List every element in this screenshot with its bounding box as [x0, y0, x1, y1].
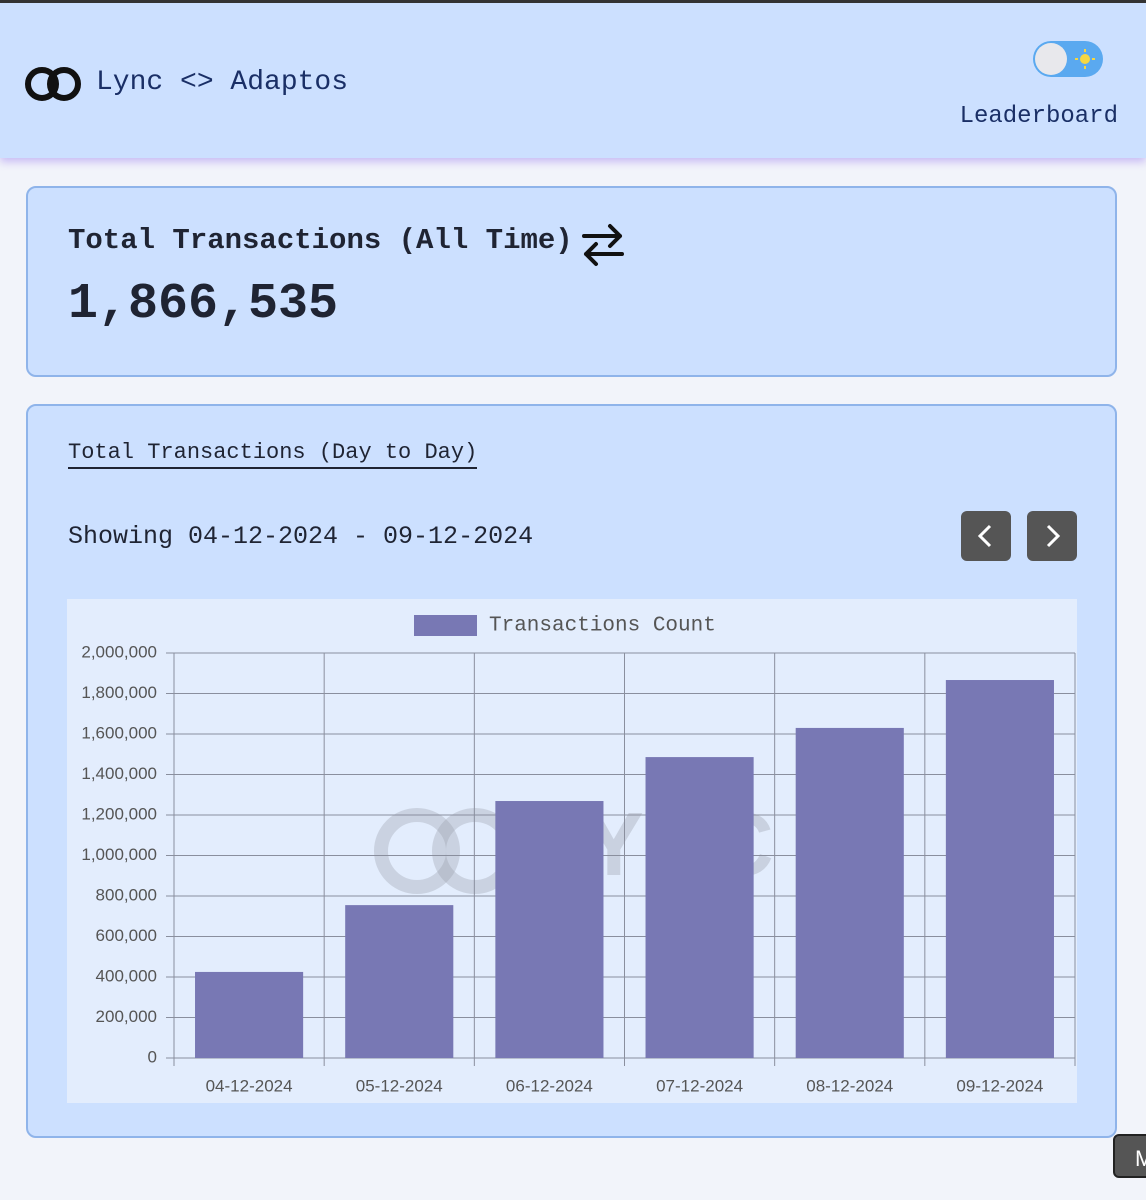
y-tick-label: 0	[148, 1047, 157, 1066]
x-tick-label: 09-12-2024	[956, 1076, 1043, 1095]
logo	[25, 67, 81, 101]
header: Lync <> Adaptos Leaderboard	[0, 0, 1146, 158]
corner-button[interactable]: M	[1113, 1134, 1146, 1178]
y-tick-label: 400,000	[96, 966, 157, 985]
sun-icon	[1075, 49, 1095, 69]
bar	[345, 905, 454, 1058]
bar	[795, 727, 904, 1058]
leaderboard-link[interactable]: Leaderboard	[959, 103, 1118, 130]
y-tick-label: 1,000,000	[81, 845, 157, 864]
y-tick-label: 1,400,000	[81, 764, 157, 783]
toggle-knob	[1035, 43, 1067, 75]
x-tick-label: 05-12-2024	[356, 1076, 443, 1095]
y-tick-label: 1,800,000	[81, 683, 157, 702]
bar	[195, 971, 304, 1058]
swap-icon	[582, 224, 624, 266]
y-tick-label: 200,000	[96, 1007, 157, 1026]
x-tick-label: 07-12-2024	[656, 1076, 743, 1095]
date-range: Showing 04-12-2024 - 09-12-2024	[68, 522, 534, 551]
y-tick-label: 2,000,000	[81, 642, 157, 661]
bar	[645, 757, 754, 1058]
y-tick-label: 800,000	[96, 885, 157, 904]
theme-toggle[interactable]	[1033, 41, 1103, 77]
summary-card: Total Transactions (All Time) 1,866,535	[26, 186, 1117, 377]
section-title: Total Transactions (Day to Day)	[68, 440, 478, 469]
x-tick-label: 04-12-2024	[206, 1076, 293, 1095]
chart-card: Total Transactions (Day to Day) Showing …	[26, 404, 1117, 1138]
y-tick-label: 1,200,000	[81, 804, 157, 823]
summary-title: Total Transactions (All Time)	[68, 224, 573, 257]
legend-swatch	[414, 615, 477, 636]
bar	[495, 801, 604, 1058]
next-button[interactable]	[1027, 511, 1077, 561]
legend-label: Transactions Count	[489, 615, 716, 638]
chart: LYNC0200,000400,000600,000800,0001,000,0…	[67, 599, 1077, 1103]
bar	[945, 680, 1054, 1058]
y-tick-label: 600,000	[96, 926, 157, 945]
brand: Lync <> Adaptos	[96, 67, 349, 98]
x-tick-label: 06-12-2024	[506, 1076, 593, 1095]
y-tick-label: 1,600,000	[81, 723, 157, 742]
summary-value: 1,866,535	[68, 276, 339, 333]
prev-button[interactable]	[961, 511, 1011, 561]
x-tick-label: 08-12-2024	[806, 1076, 893, 1095]
